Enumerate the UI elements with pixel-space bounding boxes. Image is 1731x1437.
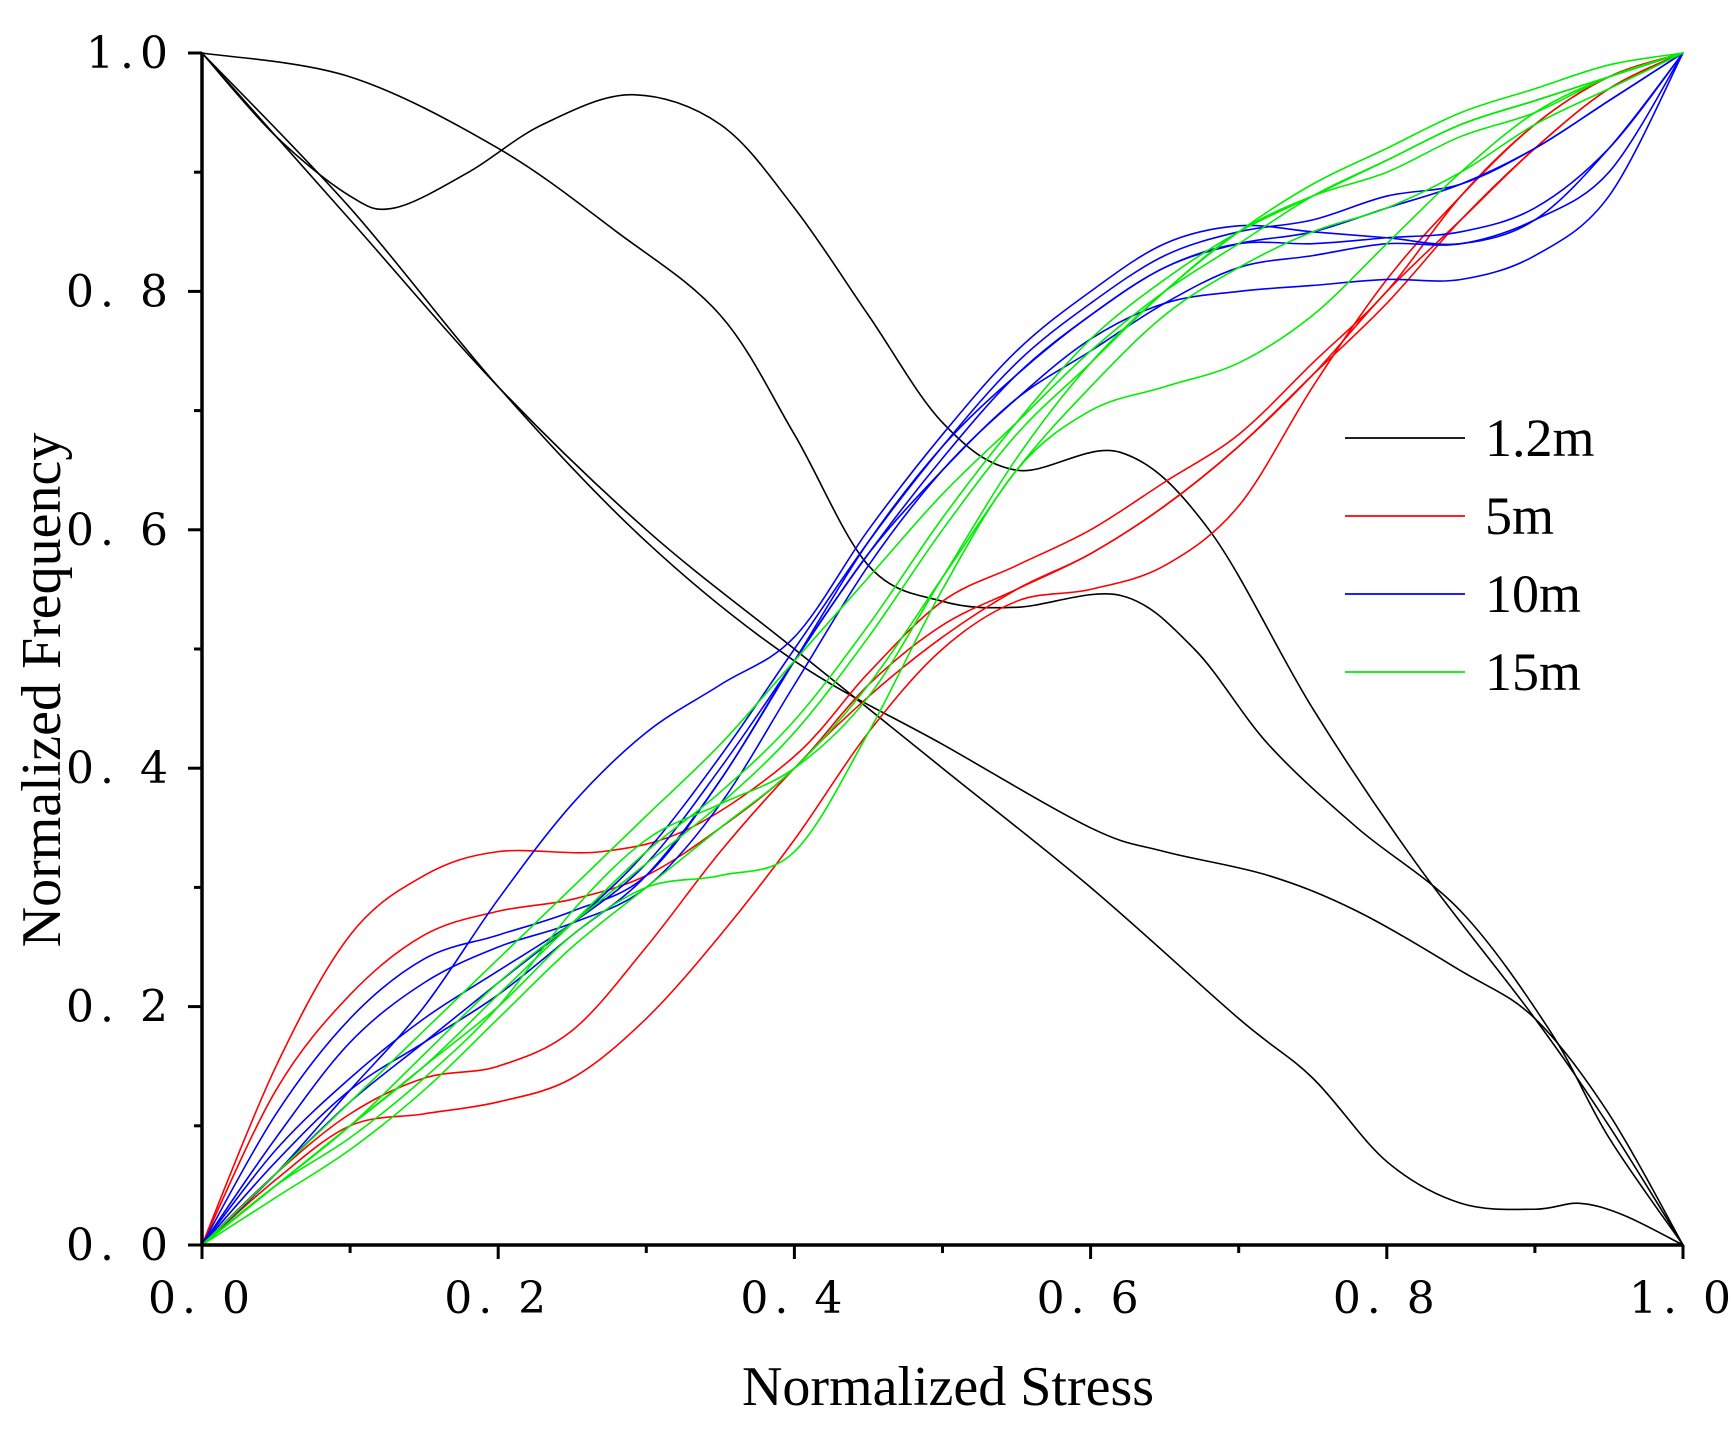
legend-label: 15m: [1485, 642, 1581, 702]
y-tick-label: 0. 2: [66, 982, 174, 1033]
legend-item: 5m: [1345, 486, 1554, 546]
y-axis-title: Normalized Frequency: [11, 433, 73, 948]
series-line-1_2m-3: [201, 52, 1684, 1246]
legend-label: 5m: [1485, 486, 1554, 546]
legend-label: 10m: [1485, 564, 1581, 624]
series-line-1_2m-0: [201, 52, 1684, 1246]
series-line-10m-9: [201, 52, 1684, 1246]
series-line-5m-4: [201, 52, 1684, 1246]
x-tick-label: 1. 0: [1629, 1273, 1731, 1324]
x-axis-title: Normalized Stress: [742, 1356, 1154, 1418]
ticks-layer: 0. 0 0. 2 0. 4 0. 6 0. 8 1. 0 0. 0 0. 2 0. 4 0. 6…: [66, 28, 1731, 1324]
series-line-15m-18: [201, 52, 1684, 1246]
legend-item: 1.2m: [1345, 408, 1595, 468]
series-line-10m-11: [201, 52, 1684, 1246]
x-tick-label: 0. 8: [1333, 1273, 1441, 1324]
legend-label: 1.2m: [1485, 408, 1595, 468]
series-line-1_2m-1: [201, 52, 1684, 1246]
series-line-15m-15: [201, 52, 1684, 1246]
legend: 1.2m 5m 10m 15m: [1345, 408, 1595, 702]
x-tick-label: 0. 2: [444, 1273, 552, 1324]
legend-item: 10m: [1345, 564, 1581, 624]
x-tick-label: 0. 4: [740, 1273, 848, 1324]
series-line-15m-17: [201, 52, 1684, 1246]
series-line-15m-14: [201, 52, 1684, 1246]
series-line-10m-10: [201, 52, 1684, 1246]
x-tick-label: 0. 6: [1037, 1273, 1145, 1324]
y-tick-label: 0. 0: [66, 1220, 174, 1271]
y-tick-label: 0. 8: [66, 266, 174, 317]
y-tick-label: 0. 4: [66, 743, 174, 794]
y-tick-label: 0. 6: [66, 505, 174, 556]
series-line-5m-7: [201, 52, 1684, 1246]
series-line-10m-8: [201, 52, 1684, 1246]
series-line-15m-19: [201, 52, 1684, 1246]
x-tick-label: 0. 0: [148, 1273, 256, 1324]
series-line-10m-13: [201, 52, 1684, 1246]
series-layer: [201, 52, 1684, 1246]
y-tick-label: 1.0: [86, 28, 174, 79]
series-line-5m-6: [201, 52, 1684, 1246]
legend-item: 15m: [1345, 642, 1581, 702]
series-line-1_2m-2: [201, 52, 1684, 1246]
